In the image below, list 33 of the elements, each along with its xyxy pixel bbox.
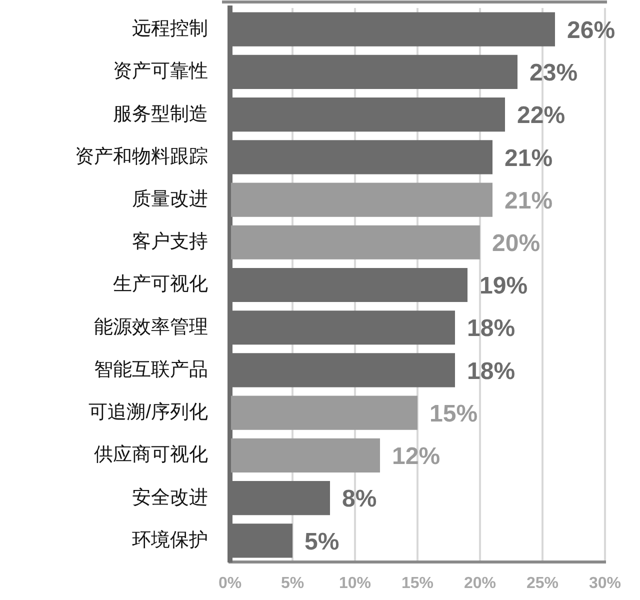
data-label: 18%: [467, 315, 516, 342]
data-label: 12%: [392, 443, 440, 470]
x-tick-label: 5%: [280, 575, 304, 592]
y-tick-label: 能源效率管理: [94, 316, 208, 338]
y-tick-label: 客户支持: [132, 230, 208, 253]
y-tick-label: 远程控制: [132, 18, 208, 40]
data-label: 8%: [342, 486, 377, 513]
y-tick-label: 供应商可视化: [94, 444, 208, 466]
data-label: 5%: [304, 528, 340, 556]
x-tick-label: 30%: [588, 575, 622, 592]
data-label: 23%: [530, 60, 578, 87]
y-tick-label: 安全改进: [132, 486, 208, 508]
x-tick-label: 20%: [464, 575, 496, 592]
y-tick-label: 服务型制造: [113, 104, 208, 125]
y-tick-label: 资产可靠性: [113, 61, 208, 82]
x-tick-label: 10%: [338, 575, 372, 592]
x-tick-label: 25%: [526, 575, 559, 592]
data-label: 15%: [430, 400, 478, 428]
data-label: 26%: [567, 16, 616, 44]
data-label: 22%: [517, 102, 566, 130]
data-label: 19%: [480, 272, 528, 300]
data-label: 21%: [504, 187, 553, 214]
data-label: 21%: [504, 144, 553, 172]
y-tick-label: 环境保护: [132, 528, 208, 551]
data-label: 20%: [492, 230, 540, 258]
data-label: 18%: [467, 358, 516, 385]
x-tick-label: 0%: [218, 575, 242, 592]
y-tick-label: 资产和物料跟踪: [75, 146, 208, 168]
y-tick-label: 生产可视化: [113, 274, 208, 296]
x-tick-label: 15%: [401, 575, 434, 592]
y-tick-label: 可追溯/序列化: [88, 401, 208, 424]
y-tick-label: 智能互联产品: [94, 359, 208, 380]
y-tick-label: 质量改进: [132, 189, 208, 210]
